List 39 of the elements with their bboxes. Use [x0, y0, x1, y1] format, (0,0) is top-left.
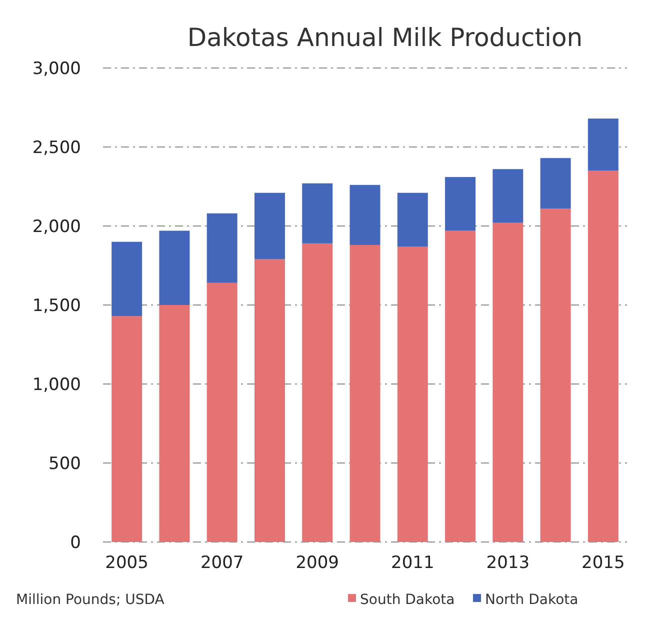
y-tick-label: 1,000 — [32, 374, 81, 395]
chart-title: Dakotas Annual Milk Production — [187, 23, 583, 52]
x-tick-label: 2005 — [105, 553, 148, 573]
text: Million Pounds; USDA — [16, 592, 165, 608]
bar — [540, 208, 571, 542]
x-tick-label: 2009 — [296, 553, 339, 573]
bar — [112, 242, 142, 316]
bar — [492, 169, 524, 223]
bar — [254, 192, 285, 260]
y-tick-label: 500 — [48, 454, 81, 474]
bar — [540, 158, 571, 209]
bar — [397, 192, 428, 247]
x-tick-label: 2007 — [200, 553, 244, 573]
bar — [588, 118, 618, 171]
y-tick-label: 3,000 — [32, 58, 81, 79]
bar — [445, 230, 476, 542]
bar — [588, 170, 618, 542]
bar — [350, 244, 380, 542]
legend-label: South Dakota — [360, 592, 455, 608]
y-tick-label: 2,500 — [32, 138, 81, 158]
bar — [302, 243, 333, 542]
x-tick-label: 2015 — [582, 553, 625, 573]
y-tick-label: 1,500 — [32, 296, 81, 316]
bar — [302, 183, 333, 244]
bar — [492, 222, 524, 542]
bar — [159, 230, 190, 305]
bar — [159, 305, 190, 542]
x-tick-label: 2011 — [391, 553, 434, 573]
bar — [206, 213, 238, 283]
y-tick-label: 0 — [70, 532, 81, 553]
legend-label: North Dakota — [485, 592, 578, 608]
x-tick-label: 2013 — [486, 553, 530, 573]
bar — [112, 316, 142, 542]
bar — [397, 246, 428, 542]
bar — [445, 177, 476, 231]
bar — [350, 184, 380, 245]
y-tick-label: 2,000 — [32, 216, 81, 237]
bar — [206, 282, 238, 542]
bar — [254, 259, 285, 542]
